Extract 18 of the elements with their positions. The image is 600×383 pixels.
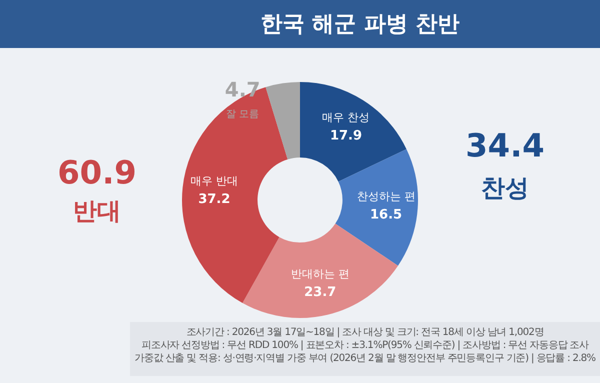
text: 반대 bbox=[73, 197, 121, 226]
data-label: 4.7 bbox=[224, 77, 260, 102]
slice-label: 잘 모름 bbox=[226, 108, 260, 120]
slice-label: 매우 반대 bbox=[190, 174, 238, 188]
text: 조사기간 : 2026년 3월 17일~18일 | 조사 대상 및 크기: 전국 18세 이상 남녀 1,002명 bbox=[185, 326, 545, 339]
data-label: 23.7 bbox=[304, 285, 336, 300]
text: 60.9 bbox=[58, 153, 136, 192]
data-label: 37.2 bbox=[198, 192, 230, 208]
chart-title: 한국 해군 파병 찬반 bbox=[260, 11, 460, 39]
text: 34.4 bbox=[466, 126, 544, 164]
data-label: 17.9 bbox=[330, 128, 362, 144]
slice-label: 매우 찬성 bbox=[322, 110, 370, 124]
text: 피조사자 선정방법 : 무선 RDD 100% | 표본오차 : ±3.1%P(95% 신뢰수준) | 조사방법 : 무선 자동응답 조사 bbox=[140, 339, 590, 352]
slice-label: 반대하는 편 bbox=[290, 268, 350, 281]
data-label: 16.5 bbox=[370, 208, 402, 223]
text: 찬성 bbox=[481, 174, 529, 202]
text: 가중값 산출 및 적용: 성·연령·지역별 가중 부여 (2026년 2월 말 행정안전부 주민등록인구 기준) | 응답률 : 2.8% bbox=[134, 352, 596, 365]
slice-label: 찬성하는 편 bbox=[356, 190, 416, 204]
